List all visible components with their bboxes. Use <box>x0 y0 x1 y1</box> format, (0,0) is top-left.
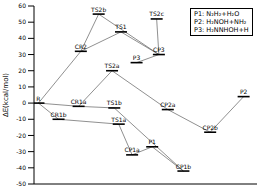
svg-text:P1: P1 <box>148 138 156 145</box>
svg-text:TS1b: TS1b <box>106 99 122 106</box>
svg-text:CP3: CP3 <box>153 46 165 53</box>
svg-text:-20: -20 <box>16 132 26 139</box>
html-text:P3: H₂NNHOH+H: P3: H₂NNHOH+H <box>194 26 249 34</box>
html-text:P1: N₂H₂+H₂O: P1: N₂H₂+H₂O <box>194 10 240 18</box>
svg-text:R: R <box>36 95 40 102</box>
svg-text:CR1b: CR1b <box>51 111 67 118</box>
svg-text:P2: P2 <box>240 88 248 95</box>
svg-text:0: 0 <box>22 99 26 106</box>
svg-text:30: 30 <box>18 51 26 58</box>
html-text:P2: H₂NOH+NH₂: P2: H₂NOH+NH₂ <box>194 18 247 26</box>
svg-text:-40: -40 <box>16 164 26 171</box>
svg-text:TS1a: TS1a <box>110 116 126 123</box>
svg-text:TS1: TS1 <box>114 23 126 30</box>
svg-text:10: 10 <box>18 83 26 90</box>
svg-text:-10: -10 <box>16 115 26 122</box>
svg-text:CP1a: CP1a <box>124 146 140 153</box>
svg-text:TS2c: TS2c <box>148 10 164 17</box>
svg-text:TS2a: TS2a <box>104 62 120 69</box>
svg-text:50: 50 <box>18 18 26 25</box>
svg-text:60: 60 <box>18 2 26 9</box>
svg-text:CP2b: CP2b <box>202 124 218 131</box>
svg-text:P3: P3 <box>133 54 141 61</box>
svg-text:CP2a: CP2a <box>160 101 176 108</box>
svg-text:TS2b: TS2b <box>90 6 106 13</box>
svg-text:-30: -30 <box>16 148 26 155</box>
svg-text:40: 40 <box>18 34 26 41</box>
svg-text:20: 20 <box>18 67 26 74</box>
svg-text:CR1a: CR1a <box>71 98 87 105</box>
svg-text:-50: -50 <box>16 180 26 187</box>
svg-text:CR2: CR2 <box>75 43 87 50</box>
svg-text:ΔE(kcal/mol): ΔE(kcal/mol) <box>8 73 10 117</box>
svg-text:CP1b: CP1b <box>176 163 192 170</box>
